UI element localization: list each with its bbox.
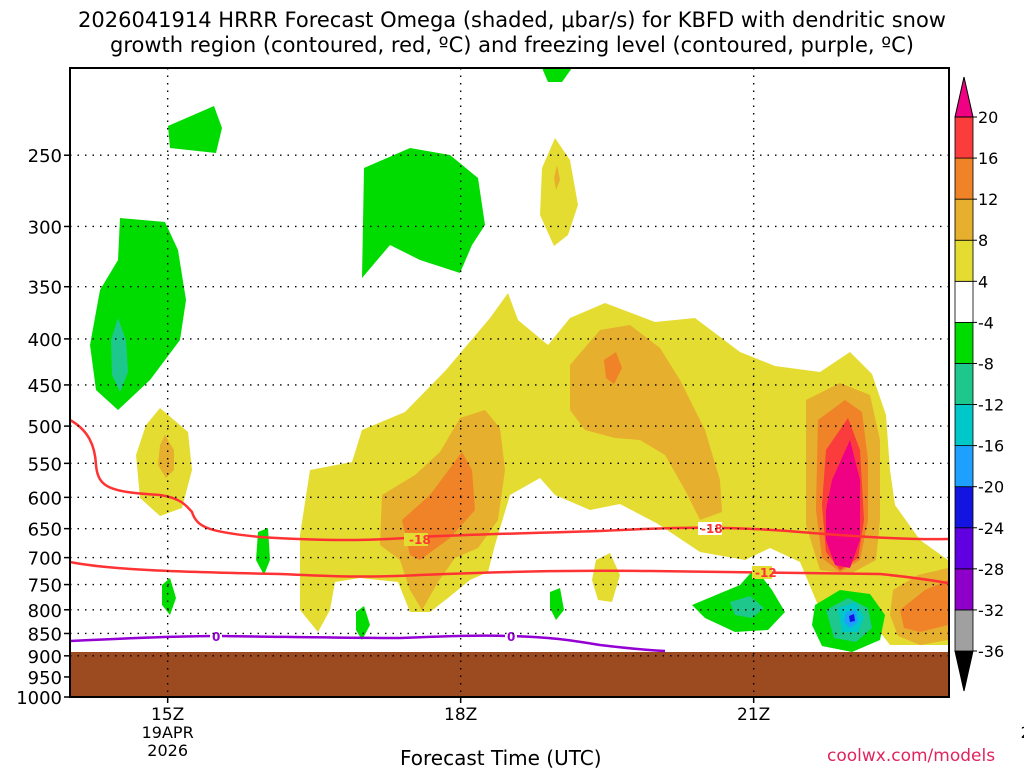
contour-label-18a: -18	[409, 533, 431, 547]
y-tick-label: 800	[28, 601, 62, 622]
y-axis: 2503003504004505005506006507007508008509…	[16, 146, 70, 709]
colorbar-label: 20	[978, 108, 998, 127]
y-tick-label: 500	[28, 417, 62, 438]
colorbar-label: -28	[978, 560, 1004, 579]
contour-dendritic-upper	[69, 418, 949, 542]
y-tick-label: 450	[28, 376, 62, 397]
chart-title-line-1: 2026041914 HRRR Forecast Omega (shaded, …	[78, 8, 946, 32]
contour-label-0a: 0	[212, 630, 220, 644]
x-axis-label: Forecast Time (UTC)	[400, 746, 602, 770]
colorbar-swatch	[954, 486, 974, 529]
colorbar-label: 8	[978, 231, 988, 250]
colorbar-swatch	[954, 198, 974, 241]
x-tick-label: 19APR	[142, 723, 194, 742]
x-tick-label: 20APR	[1021, 723, 1024, 742]
colorbar-label: -32	[978, 601, 1004, 620]
colorbar-swatch	[954, 280, 974, 323]
contour-label-12: -12	[755, 566, 777, 580]
colorbar-label: -20	[978, 478, 1004, 497]
x-tick-label: 21Z	[737, 705, 770, 725]
y-tick-label: 250	[28, 146, 62, 167]
colorbar-swatch	[954, 568, 974, 611]
colorbar-max-arrow	[954, 76, 974, 118]
y-tick-label: 600	[28, 488, 62, 509]
x-tick-label: 15Z	[151, 705, 184, 725]
y-tick-label: 750	[28, 576, 62, 597]
y-tick-label: 900	[28, 647, 62, 668]
x-tick-label: 18Z	[444, 705, 477, 725]
colorbar-swatch	[954, 609, 974, 652]
contour-freezing-level	[69, 634, 666, 653]
colorbar-swatch	[954, 363, 974, 405]
contour-label-18b: -18	[701, 522, 723, 536]
contour-label-0b: 0	[507, 630, 515, 644]
x-tick-label: 2026	[147, 741, 188, 760]
site-credit: coolwx.com/models	[827, 746, 996, 766]
colorbar-swatch	[954, 527, 974, 570]
terrain-fill	[70, 652, 949, 697]
colorbar-label: 4	[978, 272, 988, 291]
colorbar: -36 -32 -28 -24 -20 -16 -12 -8 -4 4 8 12 16 20	[954, 76, 1004, 692]
colorbar-label: -8	[978, 354, 994, 373]
contour-labels: -18 -18 -12 0 0	[210, 522, 777, 644]
colorbar-swatch	[954, 321, 974, 364]
y-tick-label: 300	[28, 217, 62, 238]
colorbar-label: -16	[978, 437, 1004, 456]
colorbar-label: 12	[978, 190, 998, 209]
colorbar-label: 16	[978, 149, 998, 168]
colorbar-swatch	[954, 157, 974, 200]
y-tick-label: 650	[28, 520, 62, 541]
plot-border	[69, 67, 950, 698]
colorbar-label: -12	[978, 396, 1004, 415]
x-axis: 15Z19APR202618Z21Z00Z20APR03Z06Z	[142, 697, 1024, 760]
colorbar-label: -36	[978, 642, 1004, 661]
y-tick-label: 350	[28, 278, 62, 299]
y-tick-label: 850	[28, 624, 62, 645]
y-tick-label: 1000	[16, 688, 62, 709]
colorbar-swatch	[954, 239, 974, 282]
chart-title-line-2: growth region (contoured, red, ºC) and f…	[110, 33, 914, 57]
colorbar-swatch	[954, 116, 974, 159]
y-tick-label: 950	[28, 668, 62, 689]
y-tick-label: 400	[28, 330, 62, 351]
colorbar-swatch	[954, 404, 974, 447]
colorbar-label: -4	[978, 313, 994, 332]
y-tick-label: 700	[28, 549, 62, 570]
contour-dendritic-lower	[69, 560, 949, 585]
colorbar-swatch	[954, 445, 974, 488]
colorbar-min-arrow	[954, 650, 974, 692]
colorbar-label: -24	[978, 519, 1004, 538]
contour-lines	[69, 418, 949, 653]
y-tick-label: 550	[28, 454, 62, 475]
omega-shading	[90, 68, 948, 652]
